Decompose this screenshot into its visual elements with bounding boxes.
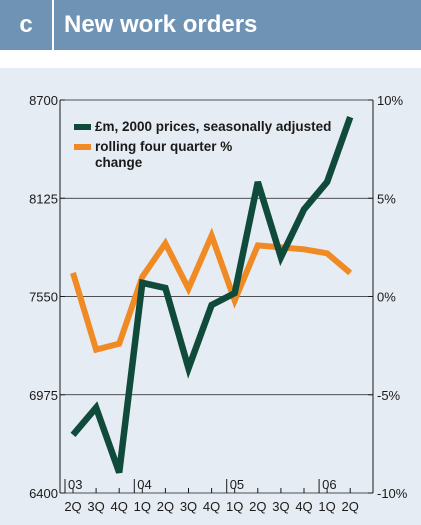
- left-tick-label-3: 6975: [29, 388, 58, 403]
- year-label-0: 03: [68, 477, 82, 492]
- year-label-1: 04: [137, 477, 151, 492]
- series-line-1: [70, 227, 353, 354]
- series-line-0: [70, 116, 354, 474]
- tick-labels: 8700 8125 7550 6975 6400 10% 5% 0% -5% -10% 2Q 3Q 4Q…: [29, 93, 408, 514]
- legend-swatch-green: [74, 124, 91, 130]
- series: [70, 116, 354, 474]
- right-tick-label-4: -10%: [377, 486, 408, 501]
- chart-title: New work orders: [64, 11, 258, 38]
- right-tick-label-0: 10%: [377, 93, 403, 108]
- left-tick-label-0: 8700: [29, 93, 58, 108]
- left-tick-label-2: 7550: [29, 290, 58, 305]
- x-tick-label-4: 2Q: [157, 499, 174, 514]
- axes: [59, 99, 374, 494]
- legend-swatch-orange: [74, 144, 91, 150]
- legend-label-change-line2: change: [95, 155, 143, 170]
- x-tick-label-0: 2Q: [64, 499, 81, 514]
- x-tick-label-6: 4Q: [203, 499, 220, 514]
- x-tick-label-10: 4Q: [295, 499, 312, 514]
- chart-header: c New work orders: [0, 0, 421, 50]
- legend-label-change-line1: rolling four quarter %: [95, 139, 232, 154]
- year-label-3: 06: [322, 477, 336, 492]
- x-tick-label-8: 2Q: [249, 499, 266, 514]
- header-divider: [52, 0, 54, 50]
- x-tick-label-7: 1Q: [226, 499, 243, 514]
- left-tick-label-1: 8125: [29, 191, 58, 206]
- year-label-2: 05: [230, 477, 244, 492]
- x-tick-label-2: 4Q: [111, 499, 128, 514]
- x-tick-label-12: 2Q: [342, 499, 359, 514]
- right-tick-label-3: -5%: [377, 388, 401, 403]
- panel-label: c: [19, 11, 33, 38]
- left-tick-label-4: 6400: [29, 486, 58, 501]
- x-tick-label-5: 3Q: [180, 499, 197, 514]
- gridlines: [60, 99, 373, 494]
- right-tick-label-1: 5%: [377, 191, 396, 206]
- x-tick-label-1: 3Q: [87, 499, 104, 514]
- x-tick-label-9: 3Q: [272, 499, 289, 514]
- right-tick-label-2: 0%: [377, 290, 396, 305]
- legend: £m, 2000 prices, seasonally adjusted rol…: [74, 119, 331, 170]
- legend-label-level: £m, 2000 prices, seasonally adjusted: [95, 119, 331, 134]
- x-tick-label-3: 1Q: [134, 499, 151, 514]
- x-tick-label-11: 1Q: [318, 499, 335, 514]
